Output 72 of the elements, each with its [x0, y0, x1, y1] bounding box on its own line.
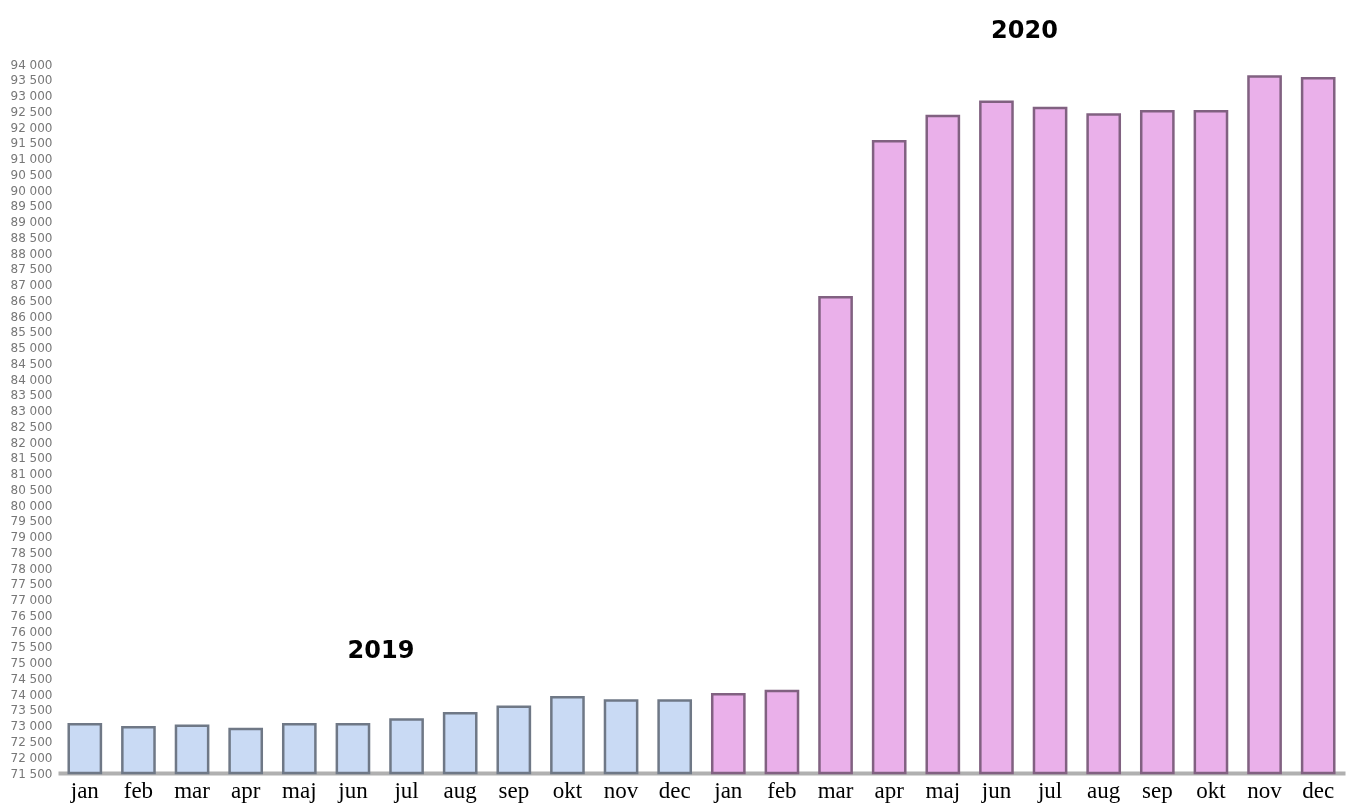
x-tick-label: apr — [231, 777, 261, 803]
y-tick-label: 91 000 — [10, 152, 53, 167]
y-tick-label: 77 500 — [10, 577, 53, 592]
y-tick-label: 83 500 — [10, 388, 53, 403]
x-tick-label: sep — [1141, 777, 1173, 803]
y-tick-label: 81 000 — [10, 467, 53, 482]
x-tick-label: feb — [767, 777, 797, 803]
x-tick-label: jul — [1036, 777, 1063, 803]
y-tick-label: 89 000 — [10, 215, 53, 230]
x-tick-label: apr — [874, 777, 905, 803]
y-tick-label: 86 000 — [10, 309, 53, 324]
annotation: 2019 — [347, 636, 415, 665]
x-tick-label: aug — [443, 777, 478, 803]
y-tick-label: 90 500 — [10, 167, 53, 182]
y-tick-label: 93 500 — [10, 73, 53, 88]
y-tick-label: 93 000 — [10, 89, 53, 104]
y-tick-label: 82 000 — [10, 435, 53, 450]
x-tick-label: mar — [174, 777, 211, 803]
x-tick-label: mar — [817, 777, 854, 803]
y-tick-label: 86 500 — [10, 293, 53, 308]
y-tick-label: 85 500 — [10, 325, 53, 340]
x-tick-label: jul — [393, 777, 419, 803]
y-tick-label: 73 500 — [10, 703, 53, 718]
x-tick-label: jan — [69, 777, 100, 803]
y-tick-label: 83 000 — [10, 404, 53, 419]
y-tick-label: 80 500 — [10, 482, 53, 497]
x-tick-label: maj — [282, 777, 317, 803]
y-tick-label: 88 000 — [10, 246, 53, 261]
y-tick-label: 85 000 — [10, 341, 53, 356]
y-tick-label: 72 500 — [10, 734, 53, 749]
y-tick-label: 78 000 — [10, 561, 53, 576]
y-tick-label: 77 000 — [10, 593, 53, 608]
x-tick-label: okt — [1196, 777, 1227, 803]
y-tick-label: 92 000 — [10, 120, 53, 135]
x-tick-label: maj — [925, 777, 961, 803]
y-tick-label: 92 500 — [10, 104, 53, 119]
y-tick-label: 79 000 — [10, 530, 53, 545]
x-tick-label: aug — [1087, 777, 1121, 803]
y-tick-label: 91 500 — [10, 136, 53, 151]
y-tick-label: 94 000 — [10, 57, 53, 72]
y-tick-label: 84 000 — [10, 372, 53, 387]
y-tick-label: 78 500 — [10, 545, 53, 560]
x-tick-label: okt — [552, 777, 583, 803]
y-tick-label: 90 000 — [10, 183, 53, 198]
y-tick-label: 75 500 — [10, 640, 53, 655]
y-tick-label: 72 000 — [10, 750, 53, 765]
y-tick-label: 89 500 — [10, 199, 53, 214]
y-tick-label: 87 500 — [10, 262, 53, 277]
y-tick-label: 79 500 — [10, 514, 53, 529]
y-tick-label: 84 500 — [10, 356, 53, 371]
x-tick-label: nov — [1247, 777, 1283, 803]
x-tick-label: jan — [713, 777, 743, 803]
x-tick-label: dec — [1302, 777, 1335, 803]
y-tick-label: 80 000 — [10, 498, 53, 513]
y-tick-label: 88 500 — [10, 230, 53, 245]
x-tick-label: jun — [980, 777, 1012, 803]
x-tick-label: feb — [123, 777, 154, 803]
y-tick-label: 74 000 — [10, 687, 53, 702]
x-tick-label: jun — [337, 777, 369, 803]
y-tick-label: 82 500 — [10, 419, 53, 434]
y-tick-label: 87 000 — [10, 278, 53, 293]
y-tick-label: 76 500 — [10, 608, 53, 623]
y-tick-label: 71 500 — [10, 766, 53, 781]
y-tick-label: 81 500 — [10, 451, 53, 466]
y-tick-label: 73 000 — [10, 719, 53, 734]
x-tick-label: sep — [498, 777, 530, 803]
x-tick-label: dec — [658, 777, 691, 803]
x-tick-label: nov — [603, 777, 639, 803]
text: 2020 — [991, 15, 1058, 44]
y-tick-label: 75 000 — [10, 656, 53, 671]
y-tick-label: 74 500 — [10, 671, 53, 686]
y-tick-label: 76 000 — [10, 624, 53, 639]
